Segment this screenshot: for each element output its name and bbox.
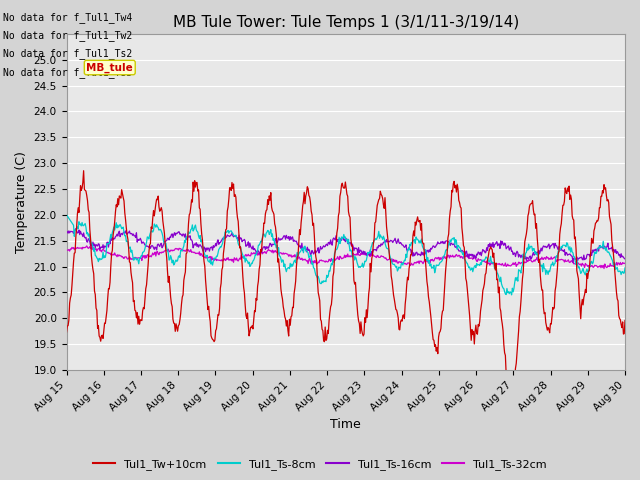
X-axis label: Time: Time xyxy=(330,419,361,432)
Title: MB Tule Tower: Tule Temps 1 (3/1/11-3/19/14): MB Tule Tower: Tule Temps 1 (3/1/11-3/19… xyxy=(173,15,519,30)
Y-axis label: Temperature (C): Temperature (C) xyxy=(15,151,28,253)
Text: No data for f_Tul1_Ts5: No data for f_Tul1_Ts5 xyxy=(3,67,132,78)
Text: No data for f_Tul1_Tw4: No data for f_Tul1_Tw4 xyxy=(3,12,132,23)
Legend: Tul1_Tw+10cm, Tul1_Ts-8cm, Tul1_Ts-16cm, Tul1_Ts-32cm: Tul1_Tw+10cm, Tul1_Ts-8cm, Tul1_Ts-16cm,… xyxy=(89,455,551,474)
Text: No data for f_Tul1_Tw2: No data for f_Tul1_Tw2 xyxy=(3,30,132,41)
Text: No data for f_Tul1_Ts2: No data for f_Tul1_Ts2 xyxy=(3,48,132,60)
Text: MB_tule: MB_tule xyxy=(86,62,133,72)
